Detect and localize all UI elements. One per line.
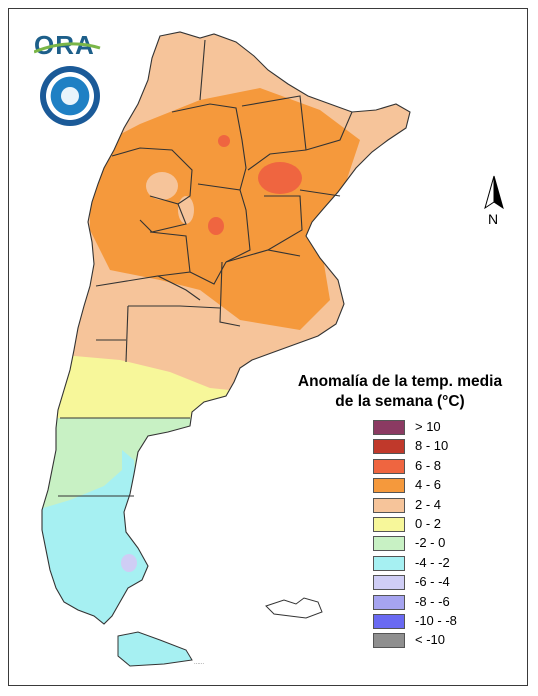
legend-label: -8 - -6 (415, 593, 450, 609)
legend-swatch (373, 575, 405, 591)
malvinas-islands (265, 597, 323, 619)
legend-label: > 10 (415, 419, 441, 434)
legend-label: 2 - 4 (415, 496, 442, 512)
legend-swatch (373, 633, 405, 649)
north-letter: N (488, 211, 499, 227)
legend-title: Anomalía de la temp. media de la semana … (286, 372, 514, 412)
north-arrow-icon (484, 175, 504, 210)
legend-label: 8 - 10 (415, 438, 449, 454)
legend-title-line2: de la semana (°C) (335, 393, 465, 410)
smn-seal-icon (40, 66, 100, 126)
legend-label: -10 - -8 (415, 612, 457, 628)
legend-label: 6 - 8 (415, 457, 442, 473)
province-borders (41, 31, 411, 625)
legend-label: 4 - 6 (415, 477, 442, 493)
legend-swatch (373, 594, 405, 610)
legend-label: 0 - 2 (415, 515, 442, 531)
legend-label: -6 - -4 (415, 574, 450, 590)
legend-swatch (373, 536, 405, 552)
legend-swatch (373, 439, 405, 455)
scale-text-icon: ······ (194, 661, 204, 667)
legend-swatch (373, 555, 405, 571)
legend-swatch (373, 478, 405, 494)
legend-swatch (373, 497, 405, 513)
legend-swatch (373, 613, 405, 629)
legend-label: < -10 (415, 632, 445, 648)
tierra-del-fuego (117, 631, 193, 667)
legend-label: -2 - 0 (415, 535, 446, 551)
logo-swoosh-icon (34, 42, 101, 54)
legend-label: -4 - -2 (415, 554, 450, 570)
legend-swatch (373, 516, 405, 532)
legend-title-line1: Anomalía de la temp. media (297, 373, 503, 390)
legend-swatch (373, 458, 405, 474)
legend-swatch (373, 420, 405, 435)
